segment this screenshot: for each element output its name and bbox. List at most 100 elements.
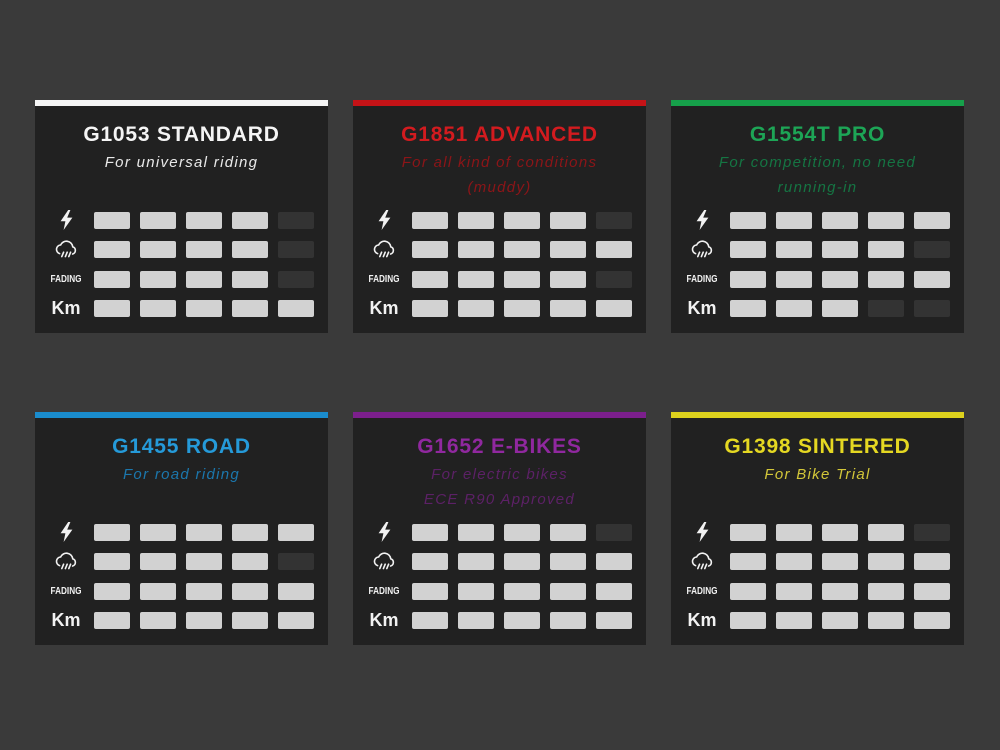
rating-row-fading: FADING — [684, 270, 950, 288]
rating-segment — [914, 523, 950, 541]
fading-label: FADING — [50, 273, 82, 285]
rating-segment — [868, 241, 904, 258]
fading-label: FADING — [686, 273, 718, 285]
rating-segment — [504, 211, 540, 229]
rating-segment — [776, 211, 812, 229]
rating-bars-km — [412, 300, 632, 317]
rating-segment — [914, 612, 950, 629]
rating-segment — [140, 612, 176, 629]
rating-segment — [504, 270, 540, 288]
rating-bars-fading — [94, 270, 314, 288]
rating-segment — [186, 553, 222, 570]
rating-segment — [822, 241, 858, 258]
rating-segment — [458, 582, 494, 600]
product-card: G1398 SINTERED For Bike Trial FADING Km — [671, 412, 964, 645]
rating-segment — [776, 553, 812, 570]
rating-bars-fading — [730, 270, 950, 288]
rating-segment — [94, 553, 130, 570]
rating-segment — [186, 582, 222, 600]
card-subtitle-line: For universal riding — [104, 154, 259, 171]
card-subtitle: For universal riding — [35, 150, 328, 175]
card-subtitle: For road riding — [35, 462, 328, 487]
rating-segment — [232, 612, 268, 629]
ratings: FADING Km — [684, 210, 950, 318]
rating-segment — [278, 270, 314, 288]
rating-segment — [94, 582, 130, 600]
rating-segment — [94, 523, 130, 541]
card-title: G1398 SINTERED — [724, 435, 911, 458]
rating-segment — [550, 270, 586, 288]
rating-segment — [596, 612, 632, 629]
rating-segment — [412, 270, 448, 288]
ratings: FADING Km — [48, 210, 314, 318]
rating-segment — [730, 523, 766, 541]
rating-segment — [822, 211, 858, 229]
rating-bars-power — [94, 211, 314, 229]
rating-row-power — [48, 210, 314, 230]
card-title: G1851 ADVANCED — [401, 123, 598, 146]
rating-segment — [596, 553, 632, 570]
rating-segment — [412, 241, 448, 258]
rating-segment — [822, 270, 858, 288]
rating-segment — [232, 241, 268, 258]
km-label: Km — [369, 298, 399, 318]
rating-bars-wet — [94, 553, 314, 570]
rating-segment — [550, 211, 586, 229]
fading-label: FADING — [50, 585, 82, 597]
rating-segment — [140, 241, 176, 258]
product-card: G1554T PRO For competition, no need runni… — [671, 100, 964, 333]
rating-segment — [186, 270, 222, 288]
rating-segment — [868, 270, 904, 288]
card-subtitle: For electric bikes ECE R90 Approved — [353, 462, 646, 512]
rain-cloud-icon — [684, 551, 720, 572]
rating-segment — [94, 241, 130, 258]
rating-segment — [868, 300, 904, 317]
rating-segment — [730, 270, 766, 288]
rating-segment — [914, 270, 950, 288]
rating-segment — [412, 553, 448, 570]
rating-segment — [730, 300, 766, 317]
rating-bars-km — [730, 612, 950, 629]
rating-segment — [730, 612, 766, 629]
rating-segment — [186, 241, 222, 258]
ratings: FADING Km — [366, 210, 632, 318]
km-label: Km — [51, 298, 81, 318]
rating-segment — [822, 582, 858, 600]
rating-bars-fading — [94, 582, 314, 600]
rating-segment — [550, 241, 586, 258]
rating-segment — [776, 523, 812, 541]
rating-segment — [868, 612, 904, 629]
lightning-bolt-icon — [48, 522, 84, 542]
rating-row-km: Km — [48, 610, 314, 630]
rain-cloud-icon — [48, 551, 84, 572]
rating-segment — [596, 211, 632, 229]
fading-label: FADING — [368, 585, 400, 597]
rating-segment — [776, 300, 812, 317]
rating-segment — [596, 523, 632, 541]
rating-segment — [458, 270, 494, 288]
rating-segment — [458, 553, 494, 570]
rating-segment — [140, 523, 176, 541]
km-label: Km — [369, 610, 399, 630]
ratings: FADING Km — [48, 522, 314, 630]
rating-row-km: Km — [366, 298, 632, 318]
rating-segment — [458, 300, 494, 317]
rating-segment — [550, 300, 586, 317]
rating-row-fading: FADING — [48, 270, 314, 288]
rating-segment — [868, 211, 904, 229]
rating-segment — [776, 612, 812, 629]
rating-segment — [596, 270, 632, 288]
rating-segment — [412, 612, 448, 629]
rating-segment — [550, 523, 586, 541]
lightning-bolt-icon — [366, 522, 402, 542]
rating-row-power — [684, 522, 950, 542]
rain-cloud-icon — [684, 239, 720, 260]
rating-row-km: Km — [366, 610, 632, 630]
rating-segment — [232, 300, 268, 317]
rating-segment — [412, 211, 448, 229]
rating-bars-km — [94, 612, 314, 629]
rating-segment — [412, 582, 448, 600]
rating-segment — [822, 300, 858, 317]
rating-segment — [822, 553, 858, 570]
rating-bars-fading — [730, 582, 950, 600]
